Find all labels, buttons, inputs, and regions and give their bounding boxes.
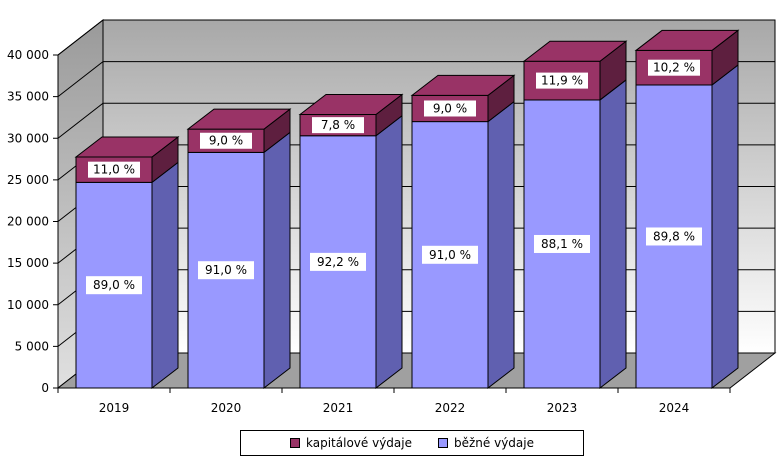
legend-label-bezne: běžné výdaje bbox=[453, 436, 534, 450]
y-tick-label: 5 000 bbox=[15, 339, 49, 353]
bar-kapitalove-top bbox=[186, 108, 292, 130]
data-label-bezne: 91,0 % bbox=[205, 263, 247, 277]
y-tick-label: 0 bbox=[41, 381, 49, 395]
bar-kapitalove-top bbox=[410, 74, 516, 96]
data-label-box-bezne bbox=[86, 276, 142, 295]
bar-bezne-side bbox=[375, 114, 403, 390]
data-label-box-bezne bbox=[198, 261, 254, 280]
x-tick-label: 2023 bbox=[547, 401, 578, 415]
bar-kapitalove-top bbox=[74, 136, 180, 158]
legend: kapitálové výdaje běžné výdaje bbox=[240, 430, 584, 456]
x-tick-label: 2019 bbox=[99, 401, 130, 415]
data-label-box-kapitalove bbox=[536, 72, 588, 89]
bar-bezne-side bbox=[711, 63, 739, 390]
data-label-box-kapitalove bbox=[88, 161, 140, 178]
bar-bezne-side bbox=[487, 100, 515, 390]
data-label-box-bezne bbox=[646, 227, 702, 246]
x-tick-label: 2022 bbox=[435, 401, 466, 415]
legend-label-kapitalove: kapitálové výdaje bbox=[306, 436, 412, 450]
data-label-box-bezne bbox=[422, 245, 478, 264]
bar-kapitalove-top bbox=[522, 40, 628, 62]
y-tick-label: 30 000 bbox=[7, 131, 49, 145]
legend-item-bezne: běžné výdaje bbox=[437, 436, 534, 450]
legend-swatch-kapitalove bbox=[290, 438, 301, 448]
data-label-box-bezne bbox=[534, 234, 590, 253]
data-label-bezne: 89,8 % bbox=[653, 229, 695, 243]
x-tick-label: 2021 bbox=[323, 401, 354, 415]
data-label-bezne: 91,0 % bbox=[429, 248, 471, 262]
bar-kapitalove-top bbox=[298, 94, 404, 116]
x-tick-label: 2020 bbox=[211, 401, 242, 415]
data-label-kapitalove: 11,9 % bbox=[541, 74, 583, 88]
y-tick-label: 25 000 bbox=[7, 173, 49, 187]
bar-bezne-side bbox=[263, 131, 291, 390]
bar-bezne-side bbox=[151, 161, 179, 390]
data-label-kapitalove: 9,0 % bbox=[433, 101, 467, 115]
data-label-kapitalove: 7,8 % bbox=[321, 118, 355, 132]
data-label-bezne: 88,1 % bbox=[541, 237, 583, 251]
gridline bbox=[57, 19, 775, 56]
y-tick-label: 35 000 bbox=[7, 90, 49, 104]
legend-swatch-bezne bbox=[437, 438, 448, 448]
data-label-box-kapitalove bbox=[424, 100, 476, 117]
data-label-kapitalove: 9,0 % bbox=[209, 134, 243, 148]
y-tick-label: 20 000 bbox=[7, 215, 49, 229]
legend-item-kapitalove: kapitálové výdaje bbox=[290, 436, 412, 450]
data-label-box-kapitalove bbox=[200, 132, 252, 149]
data-label-box-kapitalove bbox=[648, 59, 700, 76]
y-tick-label: 10 000 bbox=[7, 298, 49, 312]
data-label-box-bezne bbox=[310, 252, 366, 271]
bar-kapitalove-top bbox=[634, 29, 740, 51]
data-label-bezne: 89,0 % bbox=[93, 278, 135, 292]
data-label-kapitalove: 11,0 % bbox=[93, 163, 135, 177]
y-tick-label: 15 000 bbox=[7, 256, 49, 270]
y-tick-label: 40 000 bbox=[7, 48, 49, 62]
bar-bezne-side bbox=[599, 78, 627, 390]
x-tick-label: 2024 bbox=[659, 401, 690, 415]
data-label-kapitalove: 10,2 % bbox=[653, 61, 695, 75]
data-label-box-kapitalove bbox=[312, 117, 364, 134]
data-label-bezne: 92,2 % bbox=[317, 255, 359, 269]
